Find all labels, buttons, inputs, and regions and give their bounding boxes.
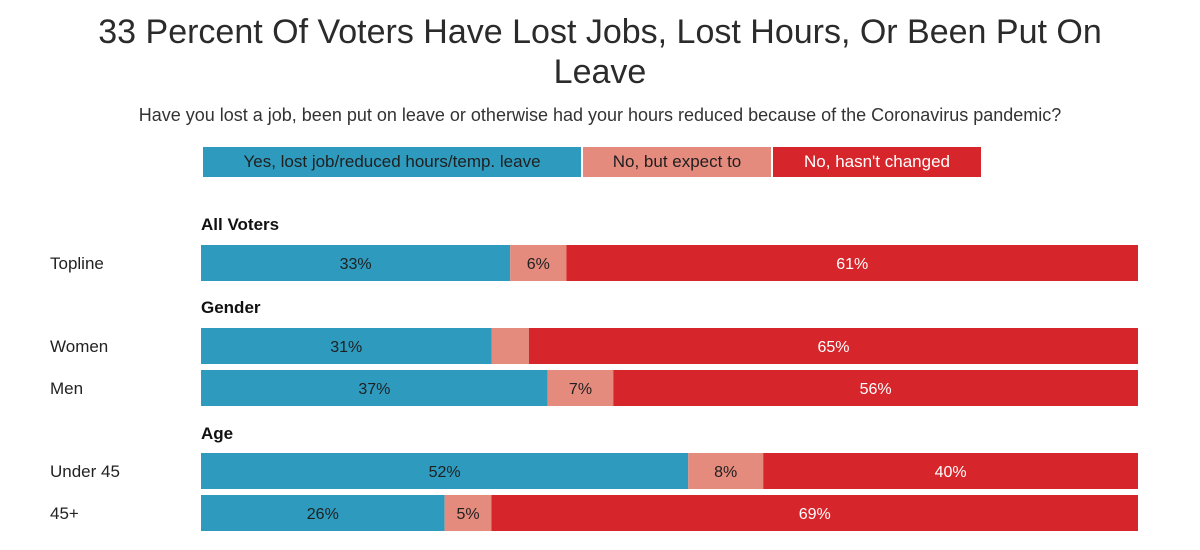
- legend-item-no-but-expect: No, but expect to: [583, 147, 771, 177]
- bar-segment-men-2: [613, 370, 1138, 406]
- bar-segment-topline-0: [201, 245, 511, 281]
- chart-subtitle: Have you lost a job, been put on leave o…: [138, 105, 1062, 125]
- data-label-topline-0: 33%: [340, 256, 372, 273]
- data-label-45-0: 26%: [307, 506, 339, 523]
- data-label-45-2: 69%: [799, 506, 831, 523]
- data-label-men-0: 37%: [358, 381, 390, 398]
- chart-title: 33 Percent Of Voters Have Lost Jobs, Los…: [98, 13, 1102, 91]
- data-label-women-2: 65%: [817, 339, 849, 356]
- bar-segment-women-1: [491, 328, 529, 364]
- bar-segment-men-0: [201, 370, 548, 406]
- data-label-men-1: 7%: [569, 381, 592, 398]
- bar-segment-45-2: [491, 495, 1139, 531]
- bar-segment-women-0: [201, 328, 492, 364]
- row-label-women: Women: [50, 337, 108, 356]
- data-label-under-45-0: 52%: [429, 464, 461, 481]
- group-label-gender: Gender: [201, 298, 261, 317]
- bar-segment-women-2: [528, 328, 1138, 364]
- bar-segment-under-45-0: [201, 453, 689, 489]
- data-label-under-45-1: 8%: [714, 464, 737, 481]
- legend-item-yes-lost-job: Yes, lost job/reduced hours/temp. leave: [203, 147, 581, 177]
- legend: Yes, lost job/reduced hours/temp. leave …: [203, 147, 983, 177]
- data-label-women-0: 31%: [330, 339, 362, 356]
- bar-segment-45-0: [201, 495, 445, 531]
- data-label-topline-1: 6%: [527, 256, 550, 273]
- data-label-45-1: 5%: [456, 506, 479, 523]
- bar-segment-under-45-2: [763, 453, 1138, 489]
- row-label-under-45: Under 45: [50, 462, 120, 481]
- bar-segment-topline-2: [566, 245, 1138, 281]
- data-label-men-2: 56%: [860, 381, 892, 398]
- row-label-45: 45+: [50, 504, 79, 523]
- data-label-under-45-2: 40%: [935, 464, 967, 481]
- bar-segment-under-45-1: [688, 453, 764, 489]
- row-label-topline: Topline: [50, 254, 104, 273]
- group-label-age: Age: [201, 424, 233, 443]
- data-label-topline-2: 61%: [836, 256, 868, 273]
- legend-item-no-hasnt-changed: No, hasn't changed: [773, 147, 981, 177]
- bar-segment-45-1: [444, 495, 492, 531]
- bar-segment-men-1: [547, 370, 614, 406]
- group-label-all-voters: All Voters: [201, 215, 279, 234]
- bar-segment-topline-1: [510, 245, 567, 281]
- row-label-men: Men: [50, 379, 83, 398]
